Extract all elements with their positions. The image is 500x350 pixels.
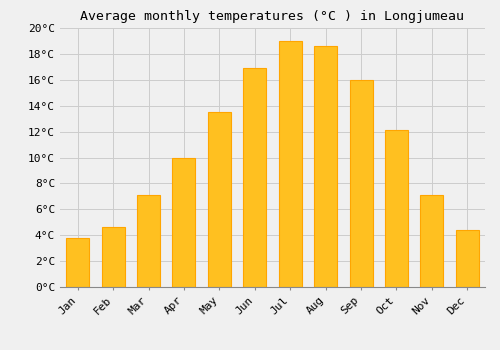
Bar (137, 195, 160, 287)
Bar (66, 238, 89, 287)
Title: Average monthly temperatures (°C ) in Longjumeau: Average monthly temperatures (°C ) in Lo… (80, 10, 464, 23)
Bar (102, 228, 124, 287)
Bar (314, 46, 337, 287)
Bar (244, 68, 266, 287)
Bar (208, 112, 231, 287)
Bar (278, 41, 301, 287)
Bar (350, 80, 372, 287)
Bar (456, 230, 479, 287)
Bar (385, 130, 408, 287)
Bar (420, 195, 444, 287)
Bar (172, 158, 196, 287)
